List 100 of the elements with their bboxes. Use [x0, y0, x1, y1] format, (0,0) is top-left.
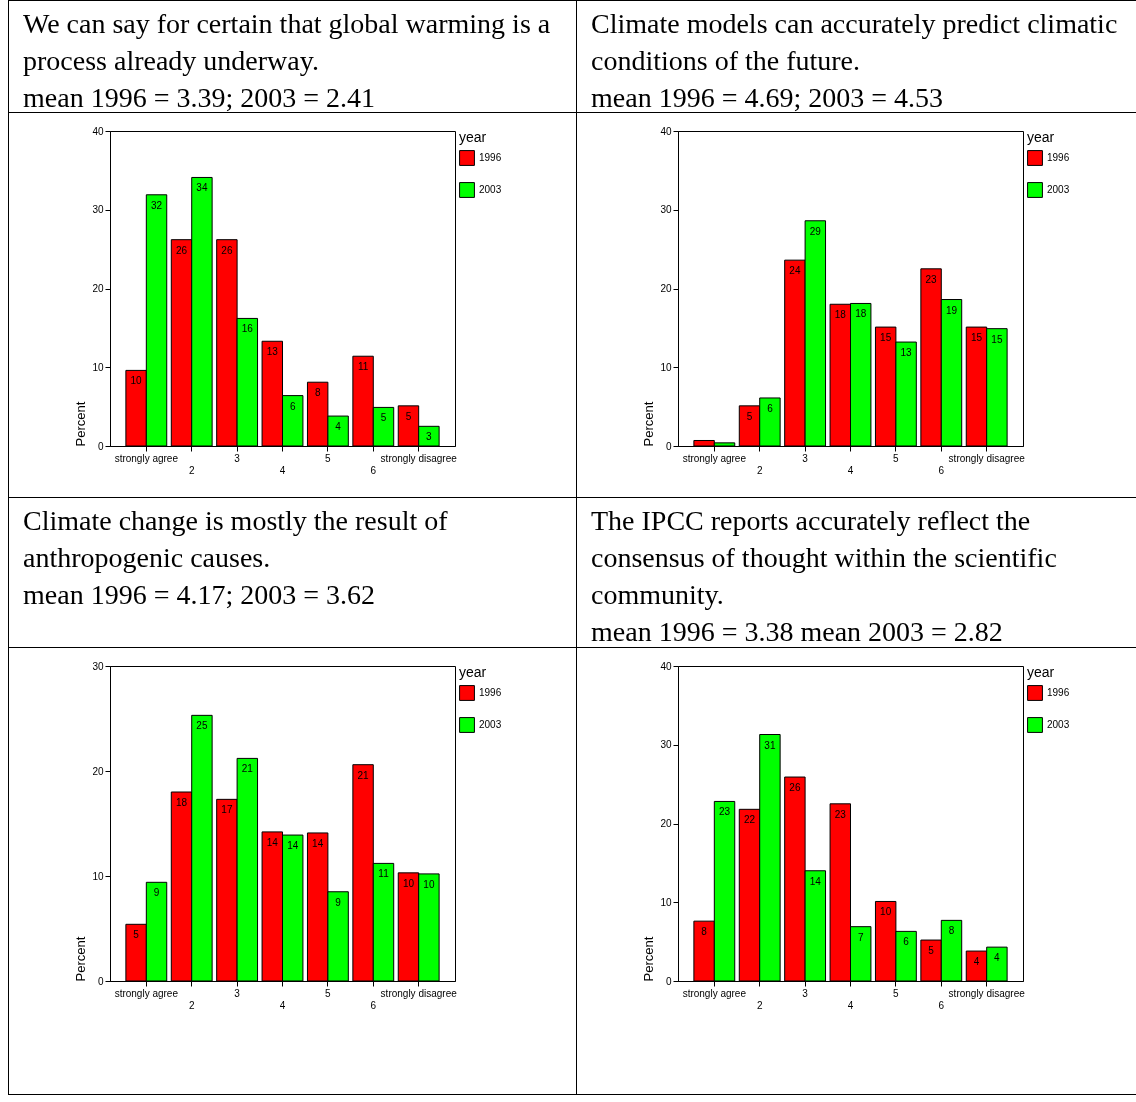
- data-label: 23: [834, 808, 847, 820]
- x-tick-label: 5: [893, 987, 900, 999]
- x-tick-label: strongly disagree: [948, 987, 1026, 999]
- legend-label: 1996: [1047, 152, 1070, 163]
- data-label: 32: [150, 199, 163, 211]
- legend-label: 1996: [1047, 687, 1070, 698]
- y-tick-label: 10: [92, 870, 104, 882]
- x-tick-label: 3: [234, 987, 241, 999]
- data-label: 11: [357, 361, 369, 373]
- data-label: 14: [266, 836, 279, 848]
- x-tick-label: strongly agree: [682, 452, 747, 464]
- data-label: 4: [994, 952, 1001, 964]
- data-label: 7: [857, 931, 864, 943]
- x-tick-label: strongly disagree: [380, 987, 458, 999]
- data-label: 25: [196, 720, 208, 732]
- data-label: 31: [764, 739, 776, 751]
- data-label: 8: [701, 926, 708, 938]
- y-axis-title: Percent: [73, 936, 89, 982]
- x-tick-label: 4: [847, 464, 854, 476]
- y-tick-label: 10: [92, 361, 104, 373]
- chart-subtitle: mean 1996 = 3.38 mean 2003 = 2.82: [591, 615, 1004, 649]
- x-tick-label: 5: [893, 452, 900, 464]
- x-tick-label: 5: [325, 987, 332, 999]
- legend-label: 2003: [1047, 719, 1070, 730]
- data-label: 34: [196, 182, 208, 194]
- data-label: 8: [314, 387, 321, 399]
- y-tick-label: 30: [92, 660, 104, 672]
- x-tick-label: strongly agree: [682, 987, 747, 999]
- chart-subtitle: mean 1996 = 4.69; 2003 = 4.53: [591, 81, 944, 114]
- data-label: 5: [380, 412, 387, 424]
- data-label: 14: [809, 875, 822, 887]
- y-tick-label: 30: [660, 739, 672, 751]
- data-label: 14: [312, 837, 324, 849]
- data-label: 9: [335, 896, 342, 908]
- data-label: 5: [133, 929, 140, 941]
- y-tick-label: 30: [92, 204, 104, 216]
- x-tick-label: strongly disagree: [380, 452, 458, 464]
- data-label: 15: [880, 332, 892, 344]
- data-label: 14: [287, 840, 299, 852]
- x-tick-label: 2: [756, 464, 763, 476]
- chart-title: We can say for certain that global warming is a process already underway.: [23, 7, 552, 78]
- data-label: 24: [789, 265, 801, 277]
- x-tick-label: 4: [847, 999, 854, 1011]
- data-label: 21: [241, 763, 254, 775]
- x-tick-label: strongly disagree: [948, 452, 1026, 464]
- y-tick-label: 0: [97, 440, 104, 452]
- x-tick-label: 3: [802, 987, 809, 999]
- data-label: 10: [880, 906, 892, 918]
- data-label: 21: [357, 769, 370, 781]
- y-tick-label: 20: [92, 283, 104, 294]
- data-label: 10: [423, 878, 435, 890]
- data-label: 17: [221, 804, 233, 816]
- x-tick-label: 6: [938, 464, 945, 476]
- y-axis-title: Percent: [641, 936, 657, 982]
- legend-label: 1996: [479, 687, 502, 698]
- data-label: 4: [335, 421, 342, 433]
- x-tick-label: 3: [802, 452, 809, 464]
- data-label: 4: [973, 956, 980, 968]
- x-tick-label: 4: [279, 999, 286, 1011]
- data-label: 6: [767, 402, 774, 414]
- data-label: 15: [970, 332, 983, 344]
- data-label: 18: [175, 797, 188, 808]
- legend-label: 2003: [479, 184, 502, 195]
- y-tick-label: 40: [92, 125, 104, 137]
- data-label: 16: [241, 323, 254, 335]
- chart-title: Climate change is mostly the result of anthropogenic causes.: [23, 504, 449, 575]
- y-tick-label: 20: [660, 283, 672, 294]
- x-tick-label: 5: [325, 452, 332, 464]
- x-tick-label: 4: [279, 464, 286, 476]
- data-label: 23: [925, 273, 938, 285]
- y-tick-label: 20: [92, 765, 104, 777]
- legend-title: year: [459, 664, 487, 680]
- legend-title: year: [1027, 664, 1055, 680]
- y-tick-label: 0: [665, 975, 672, 987]
- legend-label: 1996: [479, 152, 502, 163]
- data-label: 26: [175, 244, 188, 256]
- x-tick-label: 6: [370, 464, 377, 476]
- x-tick-label: strongly agree: [114, 452, 179, 464]
- data-label: 18: [834, 309, 847, 321]
- data-label: 19: [945, 304, 958, 316]
- data-label: 8: [948, 925, 955, 937]
- x-tick-label: 6: [370, 999, 377, 1011]
- data-label: 10: [130, 375, 143, 387]
- y-axis-title: Percent: [73, 401, 89, 447]
- chart-title: Climate models can accurately predict climatic conditions of the future.: [591, 7, 1119, 78]
- data-label: 9: [153, 887, 160, 899]
- x-tick-label: strongly agree: [114, 987, 179, 999]
- data-label: 3: [426, 431, 433, 443]
- data-label: 13: [266, 346, 279, 358]
- chart-subtitle: mean 1996 = 4.17; 2003 = 3.62: [23, 578, 376, 612]
- x-tick-label: 2: [188, 464, 195, 476]
- x-tick-label: 3: [234, 452, 241, 464]
- data-label: 23: [718, 806, 731, 818]
- chart-subtitle: mean 1996 = 3.39; 2003 = 2.41: [23, 81, 376, 114]
- x-tick-label: 2: [756, 999, 763, 1011]
- y-tick-label: 0: [97, 975, 104, 987]
- data-label: 15: [991, 333, 1003, 345]
- data-label: 5: [746, 410, 753, 422]
- data-label: 6: [289, 400, 296, 412]
- legend-title: year: [459, 129, 487, 145]
